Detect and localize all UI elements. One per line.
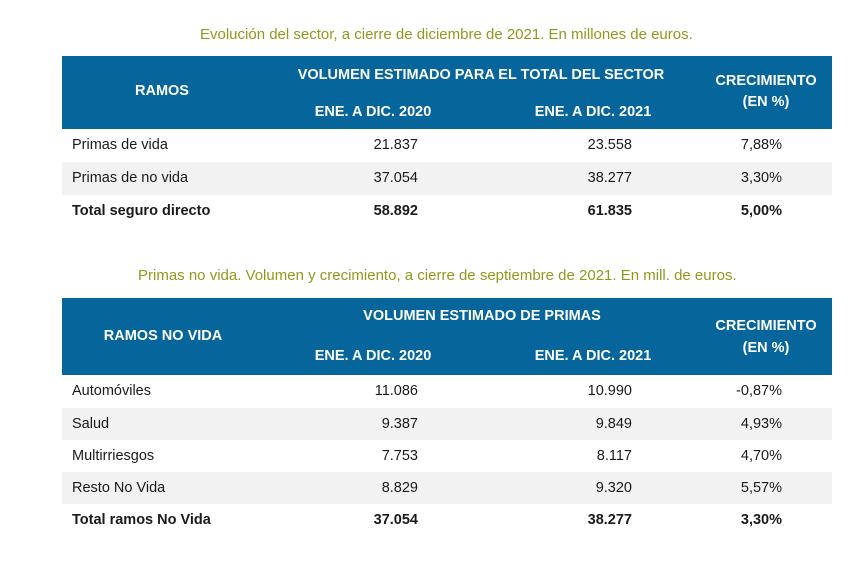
value-2021: 10.990 — [587, 383, 632, 399]
row-label: Total ramos No Vida — [72, 512, 211, 528]
header-ramos: RAMOS — [135, 83, 189, 99]
value-2021: 38.277 — [587, 170, 632, 186]
value-2021: 8.117 — [596, 448, 632, 464]
growth-value: 4,70% — [740, 448, 782, 464]
value-2020: 37.054 — [373, 512, 418, 528]
header-growth: CRECIMIENTO — [715, 73, 817, 89]
value-2020: 37.054 — [373, 170, 418, 186]
table1-caption: Evolución del sector, a cierre de diciem… — [200, 26, 693, 43]
row-label: Salud — [72, 416, 110, 432]
table2-caption: Primas no vida. Volumen y crecimiento, a… — [138, 267, 737, 284]
value-2021: 23.558 — [587, 137, 632, 153]
value-2020: 11.086 — [374, 383, 418, 399]
row-label: Resto No Vida — [72, 480, 166, 496]
header-2021: ENE. A DIC. 2021 — [534, 104, 652, 120]
header-2021: ENE. A DIC. 2021 — [534, 348, 652, 364]
table-row: Automóviles 11.086 10.990 -0,87% — [62, 375, 832, 408]
row-label: Total seguro directo — [72, 203, 211, 219]
table-row: Resto No Vida 8.829 9.320 5,57% — [62, 472, 832, 504]
table-row: Multirriesgos 7.753 8.117 4,70% — [62, 440, 832, 472]
total-row: Total seguro directo 58.892 61.835 5,00% — [62, 195, 832, 228]
header-growth-unit: (EN %) — [742, 340, 790, 356]
growth-value: 7,88% — [740, 137, 782, 153]
growth-value: 4,93% — [740, 416, 782, 432]
header-growth: CRECIMIENTO — [715, 318, 817, 334]
value-2021: 9.320 — [595, 480, 632, 496]
growth-value: 5,57% — [740, 480, 782, 496]
header-volume-group: VOLUMEN ESTIMADO DE PRIMAS — [363, 308, 601, 324]
value-2020: 8.829 — [381, 480, 418, 496]
growth-value: -0,87% — [736, 383, 782, 399]
total-row: Total ramos No Vida 37.054 38.277 3,30% — [62, 504, 832, 536]
table-header: RAMOS VOLUMEN ESTIMADO PARA EL TOTAL DEL… — [62, 56, 832, 129]
value-2020: 58.892 — [373, 203, 418, 219]
row-label: Primas de no vida — [72, 170, 189, 186]
value-2020: 7.753 — [381, 448, 418, 464]
value-2020: 9.387 — [381, 416, 418, 432]
table-row: Primas de no vida 37.054 38.277 3,30% — [62, 162, 832, 195]
table-header: RAMOS NO VIDA VOLUMEN ESTIMADO DE PRIMAS… — [62, 298, 832, 375]
value-2021: 38.277 — [587, 512, 632, 528]
value-2020: 21.837 — [373, 137, 418, 153]
row-label: Primas de vida — [72, 137, 168, 153]
value-2021: 61.835 — [587, 203, 632, 219]
table-row: Primas de vida 21.837 23.558 7,88% — [62, 129, 832, 162]
row-label: Multirriesgos — [72, 448, 155, 464]
header-growth-unit: (EN %) — [742, 94, 790, 110]
row-label: Automóviles — [72, 383, 151, 399]
header-volume-group: VOLUMEN ESTIMADO PARA EL TOTAL DEL SECTO… — [297, 67, 665, 83]
growth-value: 3,30% — [740, 170, 782, 186]
header-2020: ENE. A DIC. 2020 — [314, 104, 432, 120]
table-row: Salud 9.387 9.849 4,93% — [62, 408, 832, 440]
header-2020: ENE. A DIC. 2020 — [314, 348, 432, 364]
growth-value: 3,30% — [740, 512, 782, 528]
header-ramos: RAMOS NO VIDA — [103, 328, 223, 344]
growth-value: 5,00% — [740, 203, 782, 219]
value-2021: 9.849 — [595, 416, 632, 432]
